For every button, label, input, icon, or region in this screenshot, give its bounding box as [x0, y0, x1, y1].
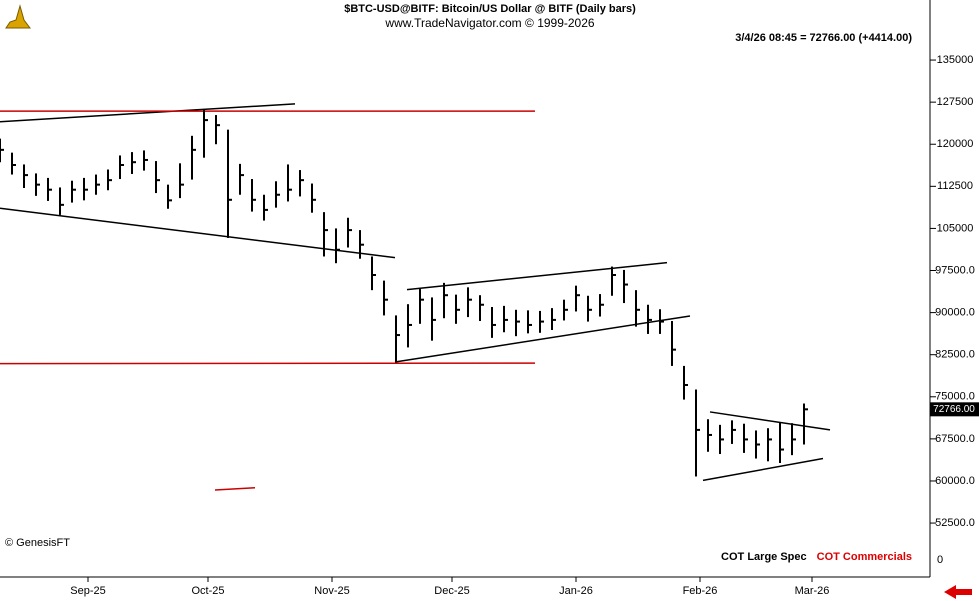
trendline [394, 315, 691, 363]
y-tick-label: 97500.0 [935, 264, 975, 276]
y-tick-label: 82500.0 [935, 349, 975, 361]
y-tick-label: 67500.0 [935, 433, 975, 445]
legend-entry: COT Commercials [817, 551, 912, 563]
y-tick-label: 120000 [937, 138, 974, 150]
trendline [702, 457, 824, 482]
y-tick-label: 75000.0 [935, 391, 975, 403]
cot-axis-label: 0 [937, 554, 943, 566]
trendline [0, 103, 296, 123]
y-tick-label: 112500 [937, 180, 973, 192]
y-tick-label: 90000.0 [935, 307, 975, 319]
last-price-box [930, 402, 979, 417]
x-tick-label: Dec-25 [434, 585, 469, 597]
y-tick-label: 52500.0 [935, 517, 975, 529]
scroll-arrow[interactable] [944, 585, 972, 599]
trendline [0, 207, 396, 259]
x-tick-label: Sep-25 [70, 585, 105, 597]
trendline [0, 362, 536, 365]
x-tick-label: Feb-26 [683, 585, 718, 597]
trendline [214, 486, 256, 491]
y-tick-label: 135000 [937, 54, 974, 66]
y-tick-label: 60000.0 [935, 475, 975, 487]
x-tick-label: Nov-25 [314, 585, 349, 597]
info-label: 3/4/26 08:45 = 72766.00 (+4414.00) [735, 32, 912, 44]
trendline [406, 261, 668, 291]
chart-title: $BTC-USD@BITF: Bitcoin/US Dollar @ BITF … [344, 3, 636, 15]
x-tick-label: Mar-26 [795, 585, 830, 597]
chart-subtitle: www.TradeNavigator.com © 1999-2026 [384, 16, 594, 30]
copyright: © GenesisFT [5, 537, 70, 549]
legend-entry: COT Large Spec [721, 551, 807, 563]
y-tick-label: 105000 [937, 222, 974, 234]
last-price-label: 72766.00 [933, 404, 975, 415]
x-tick-label: Jan-26 [559, 585, 593, 597]
x-tick-label: Oct-25 [191, 585, 224, 597]
trendline [709, 411, 831, 431]
y-tick-label: 127500 [937, 96, 974, 108]
logo [5, 4, 31, 29]
